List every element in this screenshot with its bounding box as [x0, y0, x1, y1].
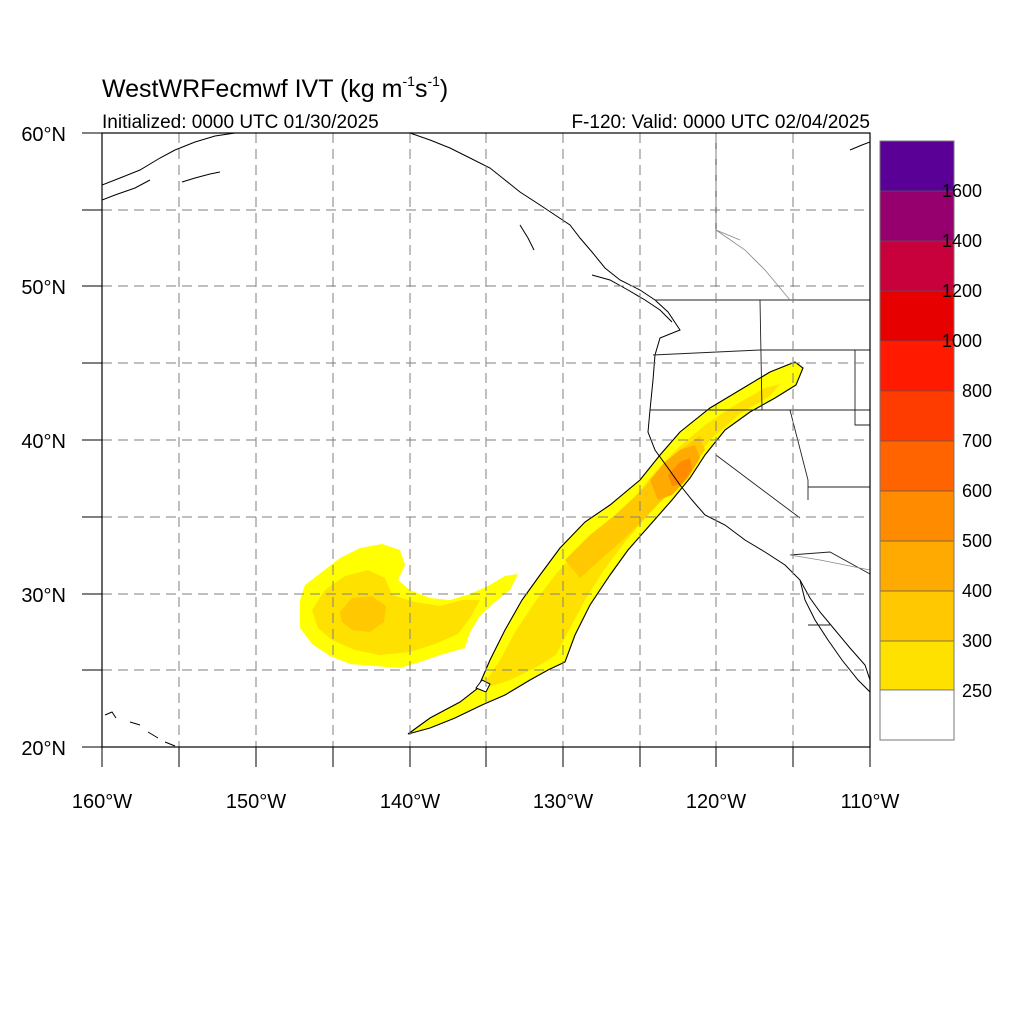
coastline-haida-gwaii	[519, 224, 535, 251]
lon-label: 150°W	[226, 791, 286, 813]
colorbar-label: 300	[962, 631, 992, 651]
colorbar-label: 1400	[942, 231, 982, 251]
colorbar-label: 1200	[942, 281, 982, 301]
lon-label: 160°W	[72, 791, 132, 813]
colorbar-label: 250	[962, 681, 992, 701]
lat-label: 40°N	[21, 431, 66, 453]
initialized-time: Initialized: 0000 UTC 01/30/2025	[102, 112, 379, 133]
coastline-baja	[799, 579, 870, 693]
colorbar-swatch-700	[880, 441, 954, 491]
colorbar-swatch-1000	[880, 341, 954, 391]
map-title: WestWRFecmwf IVT (kg m-1s-1)	[102, 73, 448, 103]
colorbar-swatch-1200	[880, 291, 954, 341]
colorbar-frame	[879, 140, 955, 741]
colorbar-label: 600	[962, 481, 992, 501]
border-states	[650, 299, 870, 519]
coastline-northeast-corner	[849, 141, 870, 151]
lat-label: 30°N	[21, 585, 66, 607]
graticule	[102, 133, 870, 747]
map-ticks	[82, 132, 871, 767]
lon-label: 110°W	[841, 791, 900, 813]
valid-time: F-120: Valid: 0000 UTC 02/04/2025	[571, 112, 870, 133]
lon-label: 130°W	[533, 791, 593, 813]
colorbar-swatch-1600	[880, 191, 954, 241]
colorbar-swatch-400	[880, 591, 954, 641]
coastline-hawaii	[104, 711, 176, 747]
colorbar-label: 1000	[942, 331, 982, 351]
colorbar-swatch-300	[880, 641, 954, 690]
ivt-river-600	[668, 458, 692, 486]
colorbar-swatch-600	[880, 491, 954, 541]
colorbar-swatch-500	[880, 541, 954, 591]
lon-label: 120°W	[686, 791, 746, 813]
border-canada-provinces	[715, 229, 791, 301]
border-us-mexico	[789, 551, 870, 626]
colorbar-swatch-1400	[880, 241, 954, 291]
lat-label: 60°N	[21, 124, 66, 146]
ivt-blob-400	[340, 596, 386, 632]
longitude-labels: 160°W 150°W 140°W 130°W 120°W 110°W	[72, 791, 900, 813]
colorbar: 250 300 400 500 600 700 800 1000 1200 14…	[879, 140, 992, 741]
lon-label: 140°W	[380, 791, 440, 813]
coastline-alaska-south	[102, 179, 151, 201]
lat-label: 50°N	[21, 277, 66, 299]
latitude-labels: 20°N 30°N 40°N 50°N 60°N	[21, 124, 66, 760]
ivt-river-outline	[407, 361, 804, 735]
colorbar-label: 700	[962, 431, 992, 451]
colorbar-label: 1600	[942, 181, 982, 201]
lat-label: 20°N	[21, 738, 66, 760]
colorbar-label: 400	[962, 581, 992, 601]
coastline-vancouver-island	[591, 274, 673, 323]
map-plot-area: 160°W 150°W 140°W 130°W 120°W 110°W 20°N…	[21, 124, 899, 813]
colorbar-swatch-250	[880, 690, 954, 740]
colorbar-swatch-1800	[880, 141, 954, 191]
colorbar-label: 500	[962, 531, 992, 551]
coastline-alaska-islands	[181, 171, 221, 183]
ivt-blob-300	[312, 570, 480, 655]
ivt-river-300	[480, 384, 780, 690]
border-mexico-thin	[789, 554, 870, 571]
colorbar-label: 800	[962, 381, 992, 401]
coastline-alaska	[102, 133, 236, 186]
colorbar-swatch-800	[880, 391, 954, 441]
